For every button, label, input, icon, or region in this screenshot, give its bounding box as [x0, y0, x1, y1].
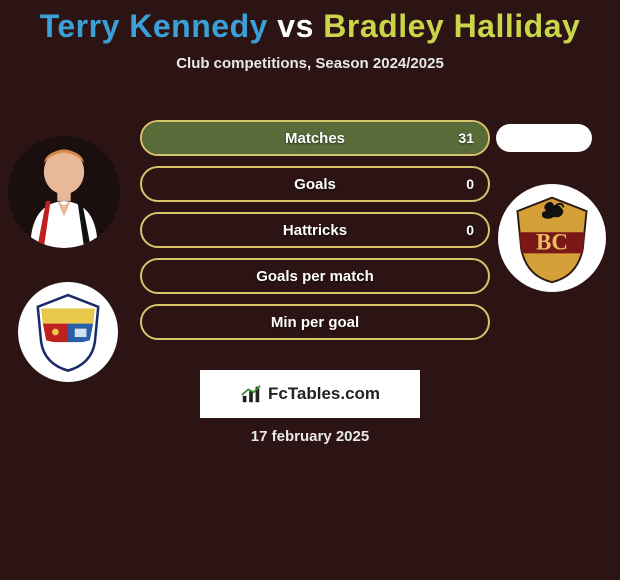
stat-label: Min per goal	[142, 306, 488, 338]
stat-value-right: 0	[466, 168, 474, 200]
player2-name: Bradley Halliday	[323, 8, 580, 44]
badge-letters: BC	[536, 229, 568, 255]
overflow-pill	[496, 124, 592, 152]
player1-avatar-svg	[8, 136, 120, 248]
stat-row: Matches31	[140, 120, 490, 156]
vs-text: vs	[277, 8, 314, 44]
club-badge-left-svg	[26, 290, 110, 374]
brand-box: FcTables.com	[200, 370, 420, 418]
stat-label: Matches	[142, 122, 488, 154]
club-badge-right: BC	[498, 184, 606, 292]
club-badge-left	[18, 282, 118, 382]
stat-row: Hattricks0	[140, 212, 490, 248]
stat-label: Goals per match	[142, 260, 488, 292]
page-title: Terry Kennedy vs Bradley Halliday	[0, 0, 620, 45]
stat-row: Min per goal	[140, 304, 490, 340]
brand-text: FcTables.com	[268, 384, 380, 404]
date-line: 17 february 2025	[0, 428, 620, 445]
stat-label: Hattricks	[142, 214, 488, 246]
subtitle: Club competitions, Season 2024/2025	[0, 55, 620, 72]
club-badge-right-svg: BC	[504, 190, 600, 286]
stat-value-right: 31	[458, 122, 474, 154]
stat-value-right: 0	[466, 214, 474, 246]
stats-area: Matches31Goals0Hattricks0Goals per match…	[140, 120, 490, 350]
bar-chart-icon	[240, 383, 262, 405]
stat-label: Goals	[142, 168, 488, 200]
player1-avatar	[8, 136, 120, 248]
player1-name: Terry Kennedy	[40, 8, 268, 44]
stat-row: Goals0	[140, 166, 490, 202]
stat-row: Goals per match	[140, 258, 490, 294]
